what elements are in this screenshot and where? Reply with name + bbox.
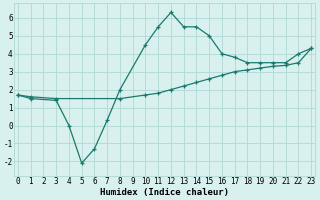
X-axis label: Humidex (Indice chaleur): Humidex (Indice chaleur)	[100, 188, 229, 197]
